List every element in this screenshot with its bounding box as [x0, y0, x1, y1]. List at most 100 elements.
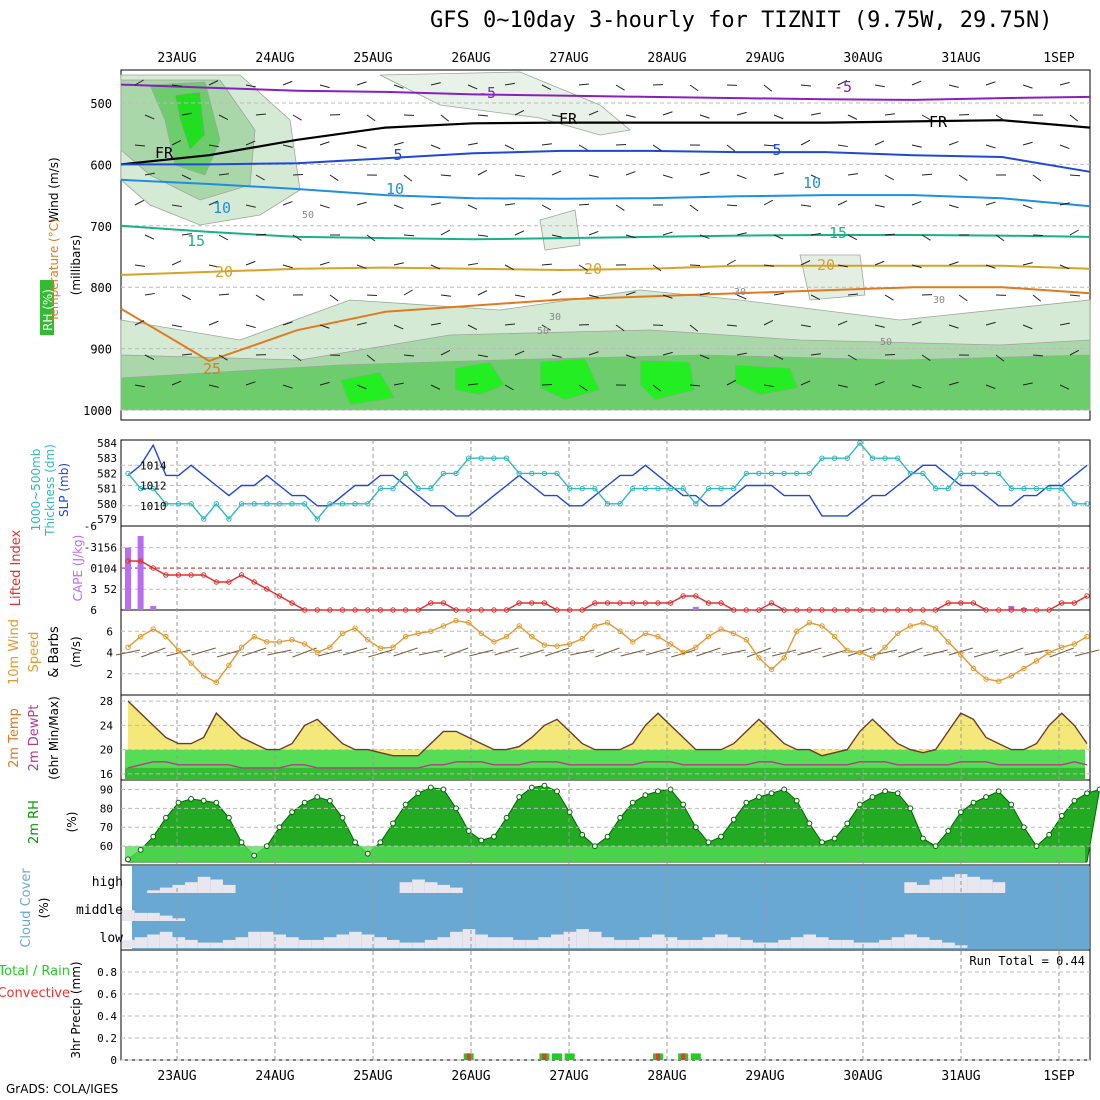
cloud-high-bar [172, 884, 186, 893]
cape-tick-label: 52 [104, 583, 117, 596]
wind-barb [218, 354, 228, 361]
contour-label: 50 [537, 326, 549, 337]
cloud-low-bar [879, 939, 892, 948]
wind-barb [403, 234, 415, 237]
thickness-point [377, 485, 384, 492]
lifted-index-point [907, 607, 914, 613]
cloud-low-bar [525, 939, 539, 948]
rh-point [730, 816, 737, 823]
wind-barb [541, 204, 551, 211]
cloud-low-bar [399, 942, 413, 948]
lifted-index-point [541, 600, 548, 606]
contour-label: FR [155, 144, 174, 162]
wind-barb [689, 204, 699, 212]
wind-barb [763, 320, 774, 326]
wind-speed-point [125, 644, 131, 650]
wind-barb [1022, 141, 1033, 146]
cloud-category-label: high [92, 875, 123, 890]
wind-barb [699, 234, 710, 239]
wind-barb [541, 84, 552, 90]
lifted-index-point [592, 600, 598, 606]
surface-wind-barb [494, 647, 519, 656]
wind-barb [763, 264, 774, 267]
ylabel-temperature: Temperature (°C) [47, 218, 61, 323]
cloud-high-bar [980, 879, 993, 893]
wind-speed-point [579, 635, 585, 642]
thickness-point [920, 470, 926, 477]
rh-point [339, 814, 346, 821]
li-tick-label: 0 [90, 562, 97, 575]
wind-barb [134, 320, 145, 326]
wind-barb [1069, 114, 1079, 122]
temp-tick-label: 20 [100, 744, 113, 757]
contour-label: 30 [549, 312, 561, 323]
wind-barb [810, 294, 821, 300]
cloud-low-bar [752, 942, 766, 948]
thickness-point [592, 485, 598, 492]
cloud-high-bar [450, 887, 463, 893]
lifted-index-point [995, 607, 1002, 613]
cloud-middle-bar [134, 912, 148, 921]
wind-barb [1059, 202, 1070, 206]
lifted-index-point [491, 607, 497, 613]
wind-barb [800, 380, 811, 386]
wind-speed-point [314, 649, 320, 656]
rh-point [1021, 824, 1027, 831]
precip-convective-bar [466, 1053, 471, 1060]
rh-point [957, 809, 964, 816]
pressure-tick-label: 500 [90, 97, 112, 111]
date-label-top: 26AUG [451, 51, 490, 66]
wind-barb [477, 354, 488, 358]
lifted-index-point [213, 579, 220, 585]
wind-barb [467, 84, 478, 90]
wind-barb [948, 324, 959, 329]
cloud-low-bar [841, 939, 854, 948]
lifted-index-point [882, 607, 888, 613]
rh-point [629, 799, 636, 806]
rh-point [907, 805, 914, 812]
wind-barb [699, 171, 710, 176]
wind-barb [440, 294, 451, 297]
thickness-point [895, 455, 901, 461]
thickness-point [642, 485, 649, 492]
wind-barb [218, 114, 229, 120]
wind-barb [366, 294, 378, 297]
thickness-point [1046, 485, 1052, 492]
rh-point [756, 794, 762, 800]
wind-barb [625, 114, 636, 118]
rh-point [162, 814, 169, 821]
lifted-index-point [314, 607, 320, 613]
slp-tick-label: 1012 [140, 480, 167, 493]
wind-barb [588, 294, 599, 299]
precip-tick-label: 0.4 [97, 1010, 117, 1023]
lifted-index-point [1059, 600, 1065, 606]
li-tick-label: -3 [84, 541, 97, 554]
wind-barb [430, 144, 441, 150]
thickness-point [1084, 501, 1090, 507]
contour-label: 5 [772, 141, 781, 159]
contour-label: 30 [933, 295, 945, 306]
wind-barb [514, 350, 525, 356]
wind-barb [985, 201, 996, 206]
wind-speed-point [730, 630, 737, 637]
lifted-index-line [128, 560, 1088, 611]
wind-speed-point [617, 628, 623, 634]
lifted-index-point [377, 607, 384, 613]
wind-barb [773, 354, 784, 360]
cloud-low-bar [727, 937, 741, 948]
cloud-high-bar [916, 884, 930, 893]
wind-speed-point [226, 662, 232, 668]
wind-barb [541, 263, 553, 266]
wind-speed-point [781, 655, 787, 661]
precip-convective-bar [681, 1053, 686, 1060]
cloud-high-bar [967, 876, 981, 893]
rh-point [503, 814, 510, 821]
wind-speed-point [1084, 633, 1090, 640]
thickness-point [163, 501, 169, 507]
date-label-bottom: 1SEP [1043, 1069, 1074, 1084]
rh-band-low [125, 846, 1085, 862]
rh-point [314, 794, 321, 800]
wind-barb [171, 380, 182, 386]
cloud-low-bar [778, 939, 791, 948]
wind-barb [837, 384, 848, 388]
